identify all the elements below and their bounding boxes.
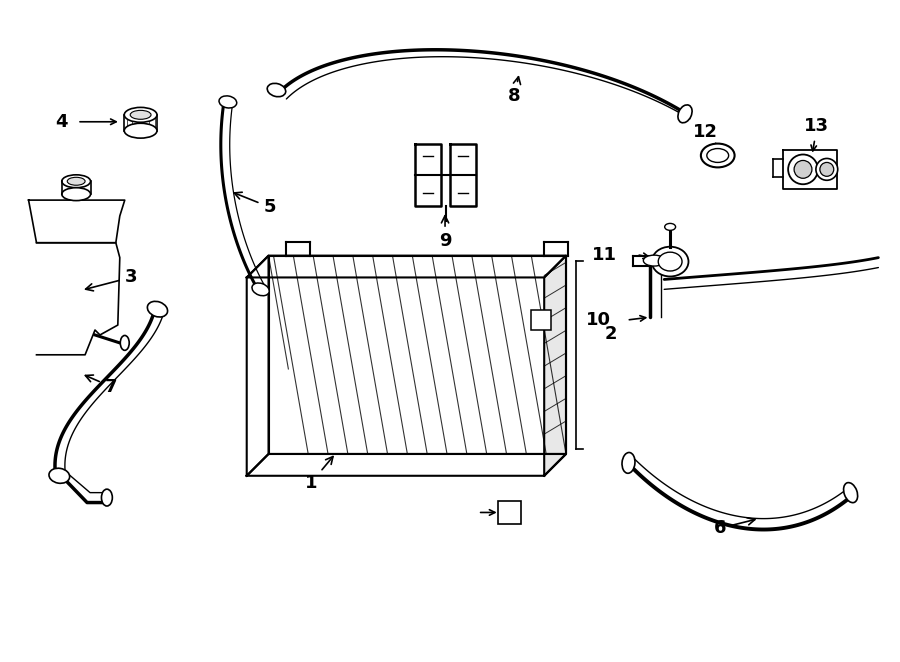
Text: 13: 13 (805, 117, 830, 135)
Ellipse shape (665, 223, 676, 230)
Bar (531, 310, 551, 330)
Ellipse shape (49, 468, 69, 483)
Ellipse shape (252, 283, 269, 296)
Bar (498, 500, 521, 524)
Ellipse shape (701, 144, 734, 167)
Polygon shape (29, 200, 125, 243)
Ellipse shape (267, 83, 285, 97)
Text: 6: 6 (714, 518, 755, 538)
Text: 4: 4 (55, 113, 68, 131)
Ellipse shape (644, 255, 665, 266)
Polygon shape (544, 256, 566, 476)
Ellipse shape (622, 453, 635, 473)
Ellipse shape (121, 336, 130, 350)
Circle shape (816, 158, 838, 180)
Text: 8: 8 (508, 77, 521, 105)
Circle shape (788, 154, 818, 184)
Text: 2: 2 (605, 325, 617, 343)
Text: 10: 10 (586, 311, 610, 329)
Text: 1: 1 (305, 457, 333, 492)
Ellipse shape (68, 177, 86, 185)
Ellipse shape (62, 175, 91, 188)
Text: 12: 12 (693, 122, 718, 152)
Ellipse shape (678, 105, 692, 122)
Ellipse shape (148, 301, 167, 317)
Ellipse shape (706, 148, 729, 162)
Ellipse shape (219, 96, 237, 108)
Text: 5: 5 (234, 192, 275, 216)
Ellipse shape (658, 252, 682, 271)
Ellipse shape (62, 188, 91, 201)
Text: 11: 11 (591, 246, 617, 263)
Text: 9: 9 (439, 216, 451, 250)
Ellipse shape (652, 247, 688, 277)
Ellipse shape (124, 107, 157, 122)
Polygon shape (37, 243, 120, 355)
Ellipse shape (102, 489, 112, 506)
Text: 3: 3 (86, 269, 137, 291)
Text: 7: 7 (86, 375, 117, 395)
Circle shape (820, 162, 833, 176)
Circle shape (794, 160, 812, 178)
Ellipse shape (124, 123, 157, 138)
Ellipse shape (843, 483, 858, 502)
Ellipse shape (130, 111, 151, 119)
